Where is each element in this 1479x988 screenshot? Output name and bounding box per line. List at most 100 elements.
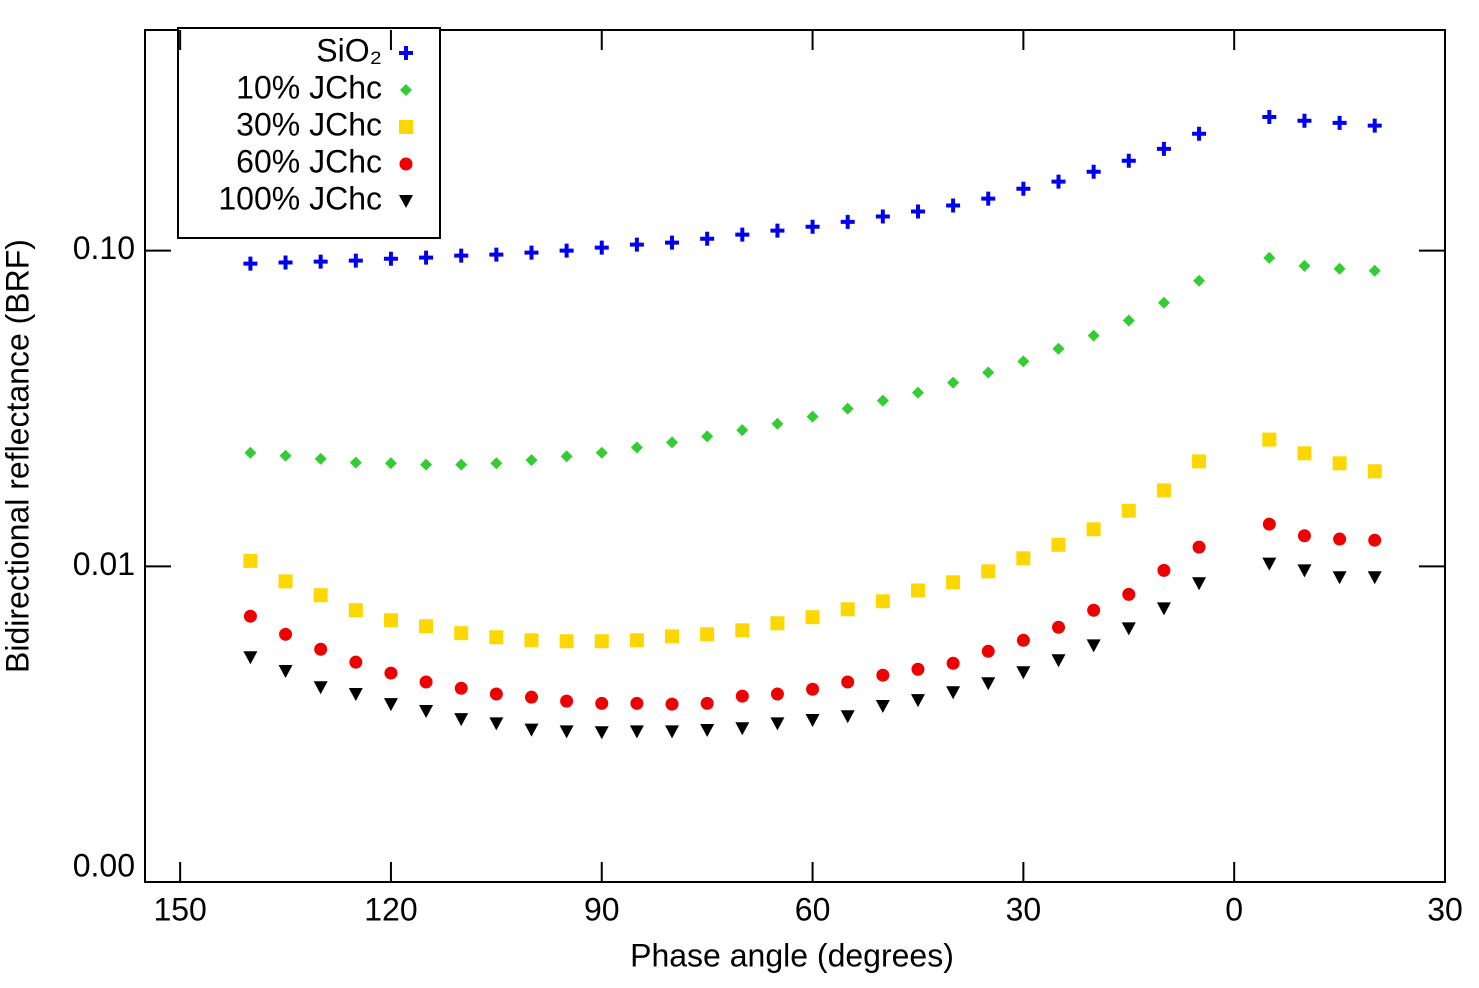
point <box>524 245 539 260</box>
point <box>349 655 363 669</box>
point <box>349 456 362 469</box>
legend-label: SiO₂ <box>316 32 382 68</box>
point <box>806 682 820 696</box>
point <box>805 219 820 234</box>
point <box>875 700 890 714</box>
legend-marker <box>400 84 412 96</box>
point <box>910 583 925 598</box>
point <box>525 454 538 467</box>
point <box>1016 633 1030 647</box>
point <box>243 609 257 623</box>
point <box>947 376 960 389</box>
point <box>279 449 292 462</box>
legend-label: 100% JChc <box>218 180 382 216</box>
point <box>840 214 855 229</box>
point <box>630 696 644 710</box>
point <box>1121 153 1136 168</box>
point <box>1121 503 1136 518</box>
point <box>876 668 890 682</box>
point <box>560 450 573 463</box>
point <box>1333 532 1347 546</box>
point <box>560 694 574 708</box>
point <box>524 723 539 737</box>
point <box>384 666 398 680</box>
point <box>666 436 679 449</box>
point <box>1051 654 1066 668</box>
point <box>419 250 434 265</box>
x-tick-label: 150 <box>153 891 206 927</box>
point <box>1087 603 1101 617</box>
point <box>630 441 643 454</box>
point <box>454 681 468 695</box>
point <box>243 256 258 271</box>
point <box>736 424 749 437</box>
point <box>1263 251 1276 264</box>
point <box>1157 296 1170 309</box>
point <box>1051 537 1066 552</box>
point <box>875 594 890 609</box>
point <box>595 446 608 459</box>
point <box>594 726 609 740</box>
point <box>1193 274 1206 287</box>
point <box>1192 126 1207 141</box>
legend-marker <box>399 120 413 134</box>
point <box>735 689 749 703</box>
y-axis-label: Bidirectional reflectance (BRF) <box>0 239 35 673</box>
point <box>1156 602 1171 616</box>
point <box>1262 517 1276 531</box>
point <box>313 588 328 603</box>
point <box>1368 533 1382 547</box>
point <box>1367 464 1382 479</box>
x-tick-label: 0 <box>1225 891 1243 927</box>
point <box>1086 639 1101 653</box>
point <box>278 574 293 589</box>
point <box>1052 342 1065 355</box>
point <box>981 564 996 579</box>
point <box>1016 666 1031 680</box>
point <box>1122 587 1136 601</box>
point <box>1156 483 1171 498</box>
point <box>1332 571 1347 585</box>
point <box>665 697 679 711</box>
legend-label: 30% JChc <box>236 106 382 142</box>
plot-frame <box>144 29 1446 883</box>
point <box>348 688 363 702</box>
point <box>454 626 469 641</box>
legend-marker <box>399 46 413 60</box>
point <box>559 725 574 739</box>
point <box>244 446 257 459</box>
point <box>1262 557 1277 571</box>
point <box>559 634 574 649</box>
point <box>278 255 293 270</box>
point <box>1086 522 1101 537</box>
point <box>735 227 750 242</box>
point <box>1297 529 1311 543</box>
x-tick-label: 120 <box>364 891 417 927</box>
point <box>314 642 328 656</box>
y-tick-label: 0.10 <box>73 230 135 266</box>
x-tick-label: 30 <box>1427 891 1463 927</box>
legend-marker <box>399 157 413 171</box>
point <box>1298 259 1311 272</box>
point <box>419 705 434 719</box>
point <box>1086 164 1101 179</box>
point <box>1332 115 1347 130</box>
point <box>594 634 609 649</box>
point <box>665 629 680 644</box>
point <box>524 690 538 704</box>
point <box>1262 110 1277 125</box>
point <box>911 386 924 399</box>
point <box>946 686 961 700</box>
legend-label: 60% JChc <box>236 143 382 179</box>
point <box>1367 571 1382 585</box>
point <box>524 633 539 648</box>
point <box>1192 540 1206 554</box>
point <box>454 713 469 727</box>
x-tick-label: 90 <box>584 891 620 927</box>
point <box>454 248 469 263</box>
point <box>348 603 363 618</box>
point <box>1368 264 1381 277</box>
point <box>946 575 961 590</box>
point <box>1087 329 1100 342</box>
point <box>279 627 293 641</box>
